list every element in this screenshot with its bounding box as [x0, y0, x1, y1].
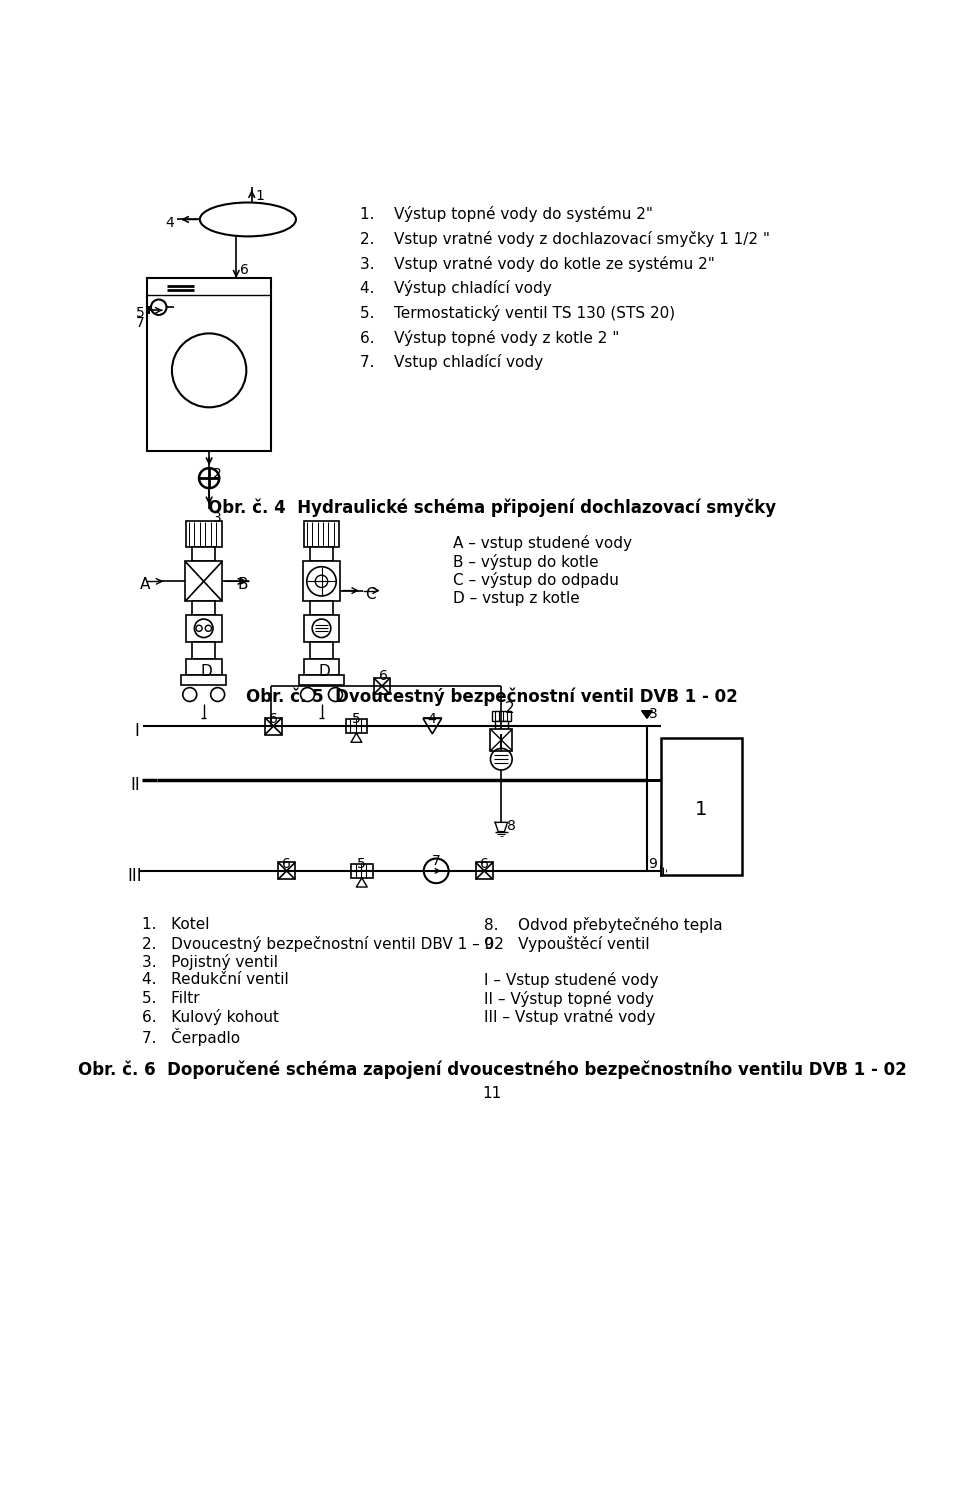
Bar: [310, 601, 333, 616]
Text: 5: 5: [351, 712, 360, 727]
Bar: [476, 863, 492, 879]
Bar: [495, 722, 508, 730]
Text: 5: 5: [357, 857, 366, 872]
Text: 3.   Pojistný ventil: 3. Pojistný ventil: [142, 954, 277, 970]
Text: III – Vstup vratné vody: III – Vstup vratné vody: [484, 1009, 656, 1026]
Text: 2: 2: [505, 701, 515, 716]
Text: 1: 1: [255, 188, 265, 203]
Text: 7.    Vstup chladící vody: 7. Vstup chladící vody: [360, 354, 543, 371]
Text: D: D: [319, 664, 330, 680]
Text: C – výstup do odpadu: C – výstup do odpadu: [453, 573, 619, 588]
Bar: [192, 547, 215, 561]
Text: 5.    Termostatický ventil TS 130 (STS 20): 5. Termostatický ventil TS 130 (STS 20): [360, 305, 676, 321]
Text: I – Vstup studené vody: I – Vstup studené vody: [484, 973, 659, 988]
Text: 6: 6: [282, 857, 291, 872]
Text: 6.    Výstup topné vody z kotle 2 ": 6. Výstup topné vody z kotle 2 ": [360, 329, 619, 345]
Bar: [192, 601, 215, 616]
Text: Obr. č. 6  Doporučené schéma zapojení dvoucestného bezpečnostního ventilu DVB 1 : Obr. č. 6 Doporučené schéma zapojení dvo…: [78, 1060, 906, 1079]
Bar: [185, 561, 223, 601]
Text: 9: 9: [649, 857, 658, 872]
Text: 8: 8: [508, 818, 516, 833]
Bar: [303, 659, 339, 674]
Bar: [303, 561, 340, 601]
Bar: [374, 679, 390, 694]
Text: C: C: [365, 586, 375, 601]
Bar: [186, 520, 222, 547]
Bar: [303, 616, 339, 643]
Bar: [310, 643, 333, 659]
Text: 6.   Kulový kohout: 6. Kulový kohout: [142, 1009, 278, 1026]
Bar: [303, 520, 339, 547]
Text: 4.   Redukční ventil: 4. Redukční ventil: [142, 973, 288, 988]
Bar: [278, 863, 295, 879]
Text: A – vstup studené vody: A – vstup studené vody: [453, 535, 633, 552]
Text: III: III: [128, 867, 142, 885]
Text: B: B: [238, 577, 249, 592]
Text: A: A: [140, 577, 151, 592]
Bar: [186, 659, 222, 674]
Text: D: D: [201, 664, 212, 680]
Bar: [186, 616, 222, 643]
Text: II: II: [131, 776, 140, 794]
Text: 5.   Filtr: 5. Filtr: [142, 991, 200, 1006]
Text: 3: 3: [649, 707, 658, 721]
Text: 6: 6: [269, 712, 277, 727]
Bar: [147, 278, 271, 451]
Text: 7: 7: [135, 317, 144, 330]
Text: Obr. č. 4  Hydraulické schéma připojení dochlazovací smyčky: Obr. č. 4 Hydraulické schéma připojení d…: [208, 499, 776, 517]
Text: D – vstup z kotle: D – vstup z kotle: [453, 591, 580, 605]
Text: 9.    Vypouštěcí ventil: 9. Vypouštěcí ventil: [484, 936, 650, 951]
Text: 1: 1: [695, 800, 708, 819]
Bar: [660, 737, 742, 875]
Text: II – Výstup topné vody: II – Výstup topné vody: [484, 991, 654, 1008]
Text: 7: 7: [432, 854, 441, 869]
Bar: [310, 547, 333, 561]
Text: 4: 4: [427, 712, 437, 727]
Bar: [181, 674, 227, 685]
Text: 3: 3: [213, 510, 222, 525]
Text: 6: 6: [379, 670, 388, 683]
Text: 4: 4: [165, 217, 174, 230]
Text: 2.    Vstup vratné vody z dochlazovací smyčky 1 1/2 ": 2. Vstup vratné vody z dochlazovací smyč…: [360, 232, 770, 247]
Ellipse shape: [200, 202, 296, 236]
Text: Obr. č. 5  Dvoucestný bezpečnostní ventil DVB 1 - 02: Obr. č. 5 Dvoucestný bezpečnostní ventil…: [246, 688, 738, 706]
Text: 6: 6: [240, 263, 249, 277]
Text: 3.    Vstup vratné vody do kotle ze systému 2": 3. Vstup vratné vody do kotle ze systému…: [360, 256, 715, 272]
Bar: [346, 719, 368, 733]
Text: 7.   Čerpadlo: 7. Čerpadlo: [142, 1029, 240, 1046]
Bar: [491, 730, 512, 750]
Bar: [265, 718, 282, 734]
Bar: [192, 643, 215, 659]
Text: 1.    Výstup topné vody do systému 2": 1. Výstup topné vody do systému 2": [360, 206, 653, 223]
Text: 8.    Odvod přebytečného tepla: 8. Odvod přebytečného tepla: [484, 916, 723, 933]
Text: 2.   Dvoucestný bezpečnostní ventil DBV 1 – 02: 2. Dvoucestný bezpečnostní ventil DBV 1 …: [142, 936, 504, 951]
Text: 4.    Výstup chladící vody: 4. Výstup chladící vody: [360, 280, 552, 296]
Bar: [351, 864, 372, 878]
Bar: [299, 674, 344, 685]
Text: I: I: [134, 722, 139, 740]
Text: 5: 5: [135, 306, 144, 320]
Text: 11: 11: [482, 1087, 502, 1102]
Polygon shape: [641, 710, 653, 719]
Text: 2: 2: [213, 466, 222, 480]
Text: 1.   Kotel: 1. Kotel: [142, 916, 209, 931]
Text: 6: 6: [480, 857, 489, 872]
Text: B – výstup do kotle: B – výstup do kotle: [453, 553, 599, 570]
Bar: [492, 710, 511, 722]
